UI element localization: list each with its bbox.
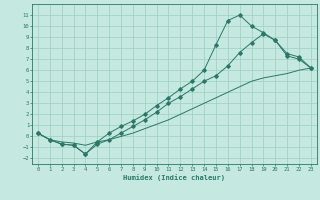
X-axis label: Humidex (Indice chaleur): Humidex (Indice chaleur) (124, 174, 225, 181)
